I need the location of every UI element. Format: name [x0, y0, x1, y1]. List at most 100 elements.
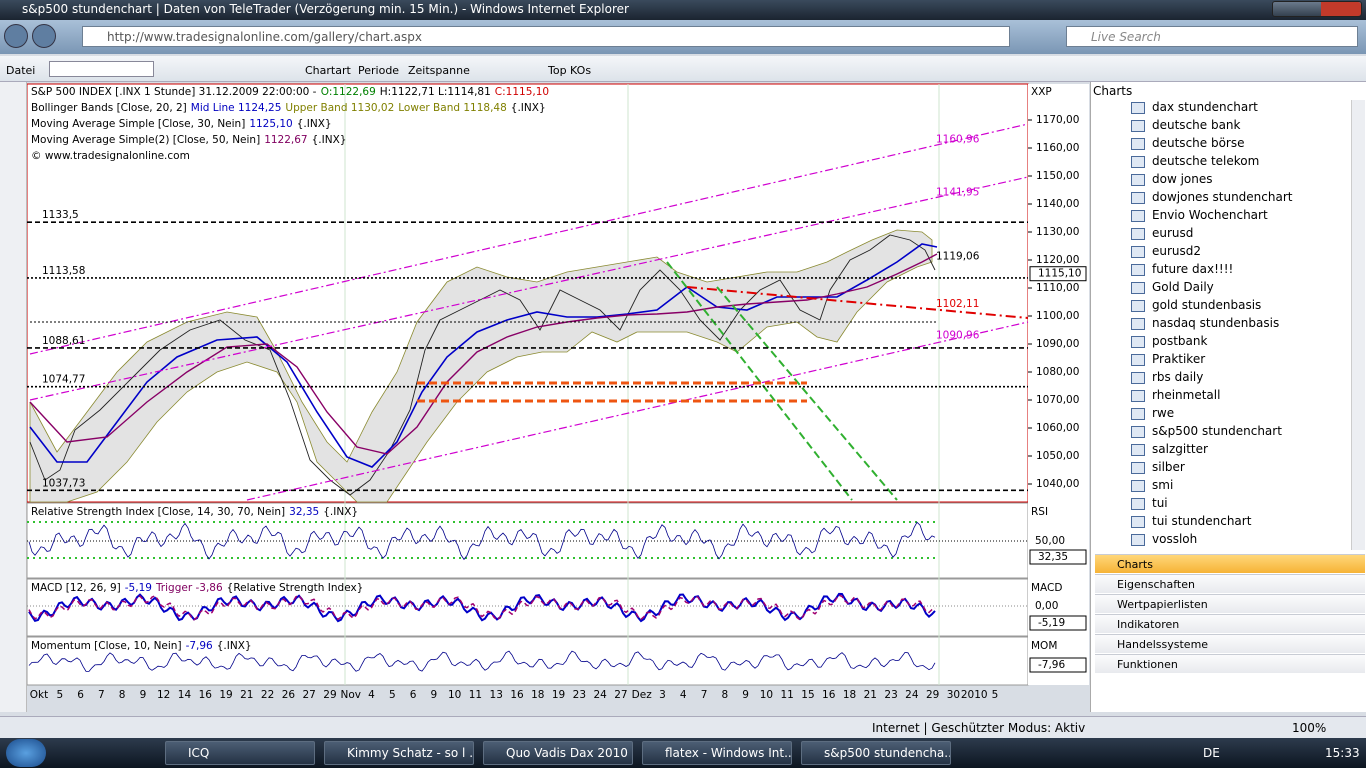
chart-list-item[interactable]: vossloh: [1152, 532, 1198, 546]
trigger-line: [28, 594, 936, 621]
legend-part: MACD [12, 26, 9]: [31, 582, 121, 594]
chart-list-item[interactable]: deutsche bank: [1152, 118, 1241, 132]
panel-tab[interactable]: Wertpapierlisten: [1095, 594, 1365, 613]
list-icon: [1131, 498, 1145, 510]
legend-part: Lower Band 1118,48: [398, 102, 507, 114]
pane-tick-label: 0,00: [1035, 600, 1058, 612]
task-button[interactable]: ICQ: [165, 741, 315, 765]
back-button[interactable]: [4, 24, 28, 48]
chart-list-item[interactable]: Praktiker: [1152, 352, 1206, 366]
scrollbar[interactable]: [1351, 100, 1365, 550]
toolbar-menu[interactable]: Top KOs: [548, 64, 592, 77]
x-tick-label: 7: [701, 689, 708, 701]
x-tick-label: 5: [56, 689, 63, 701]
chart-list-item[interactable]: dax stundenchart: [1152, 100, 1258, 114]
x-tick-label: 24: [593, 689, 607, 701]
x-tick-label: 9: [742, 689, 749, 701]
rsi-line: [28, 521, 936, 561]
chart-list-item[interactable]: dow jones: [1152, 172, 1213, 186]
task-button[interactable]: Kimmy Schatz - so l ...: [324, 741, 474, 765]
address-bar[interactable]: http://www.tradesignalonline.com/gallery…: [82, 26, 1010, 47]
legend-line: Moving Average Simple(2) [Close, 50, Nei…: [31, 134, 346, 146]
list-icon: [1131, 120, 1145, 132]
drawing-tools: [0, 82, 27, 712]
x-tick-label: 22: [261, 689, 274, 701]
chart-legend: S&P 500 INDEX [.INX 1 Stunde] 31.12.2009…: [31, 86, 549, 652]
start-button[interactable]: [6, 739, 46, 767]
toolbar: Datei Chartart Periode Zeitspanne Top KOs: [0, 56, 1366, 82]
legend-part: 32,35: [289, 506, 319, 518]
chart-list-item[interactable]: postbank: [1152, 334, 1208, 348]
list-icon: [1131, 300, 1145, 312]
chart-list-item[interactable]: dowjones stundenchart: [1152, 190, 1293, 204]
panel-tab[interactable]: Funktionen: [1095, 654, 1365, 673]
toolbar-menu[interactable]: Datei: [6, 64, 36, 77]
pane-last-label: -5,19: [1038, 617, 1065, 629]
panel-tab[interactable]: Eigenschaften: [1095, 574, 1365, 593]
chart-list-item[interactable]: eurusd: [1152, 226, 1194, 240]
chart-list-item[interactable]: gold stundenbasis: [1152, 298, 1262, 312]
toolbar-menu[interactable]: Zeitspanne: [408, 64, 470, 77]
toolbar-menu[interactable]: Periode: [358, 64, 400, 77]
last-price-label: 1115,10: [1038, 268, 1081, 280]
task-button[interactable]: Quo Vadis Dax 2010 ...: [483, 741, 633, 765]
forward-button[interactable]: [32, 24, 56, 48]
x-tick-label: 24: [905, 689, 919, 701]
x-tick-label: 15: [801, 689, 814, 701]
legend-part: {.INX}: [312, 134, 347, 146]
pane-last-label: -7,96: [1038, 659, 1065, 671]
chart-list-item[interactable]: s&p500 stundenchart: [1152, 424, 1282, 438]
pane-axis-title: MACD: [1031, 582, 1062, 594]
price-tick-label: 1100,00: [1036, 310, 1079, 322]
level-label: 1113,58: [42, 265, 85, 277]
zoom-level[interactable]: 100%: [1292, 721, 1327, 735]
chart-list-item[interactable]: future dax!!!!: [1152, 262, 1234, 276]
panel-title: Charts: [1093, 84, 1133, 98]
chart-list-item[interactable]: deutsche telekom: [1152, 154, 1260, 168]
panel-tab[interactable]: Handelssysteme: [1095, 634, 1365, 653]
list-icon: [1131, 336, 1145, 348]
x-tick-label: 5: [389, 689, 396, 701]
panel-tab[interactable]: Indikatoren: [1095, 614, 1365, 633]
legend-part: © www.tradesignalonline.com: [31, 150, 190, 162]
input-language[interactable]: DE: [1203, 746, 1220, 760]
legend-part: -7,96: [186, 640, 213, 652]
task-button[interactable]: flatex - Windows Int...: [642, 741, 792, 765]
x-tick-label: 8: [119, 689, 126, 701]
chart-list-item[interactable]: rwe: [1152, 406, 1175, 420]
panel-tab[interactable]: Charts: [1095, 554, 1365, 573]
x-tick-label: 9: [140, 689, 147, 701]
symbol-input[interactable]: [49, 61, 154, 77]
x-tick-label: 4: [368, 689, 375, 701]
taskbar: DE 15:33 ICQ Kimmy Schatz - so l ... Quo V…: [0, 738, 1366, 768]
task-button[interactable]: s&p500 stundencha...: [801, 741, 951, 765]
chart-list-item[interactable]: smi: [1152, 478, 1174, 492]
chart-list-item[interactable]: tui stundenchart: [1152, 514, 1252, 528]
list-icon: [1131, 102, 1145, 114]
price-line: [29, 234, 936, 496]
legend-part: Moving Average Simple [Close, 30, Nein]: [31, 118, 245, 130]
legend-part: S&P 500 INDEX [.INX 1 Stunde] 31.12.2009…: [31, 86, 317, 98]
chart-list-item[interactable]: rheinmetall: [1152, 388, 1221, 402]
list-icon: [1131, 372, 1145, 384]
chart-list-item[interactable]: Envio Wochenchart: [1152, 208, 1268, 222]
chart-list-item[interactable]: salzgitter: [1152, 442, 1208, 456]
search-box[interactable]: Live Search: [1066, 26, 1358, 47]
list-icon: [1131, 246, 1145, 258]
chart-list-item[interactable]: Gold Daily: [1152, 280, 1214, 294]
bollinger-band: [29, 229, 933, 503]
axes: 1170,001160,001150,001140,001130,001120,…: [30, 86, 1087, 701]
x-tick-label: 27: [614, 689, 627, 701]
chart-list-item[interactable]: rbs daily: [1152, 370, 1204, 384]
price-tick-label: 1060,00: [1036, 422, 1079, 434]
window-controls[interactable]: [1272, 1, 1362, 17]
chart-list-item[interactable]: nasdaq stundenbasis: [1152, 316, 1280, 330]
chart-list-item[interactable]: eurusd2: [1152, 244, 1202, 258]
chart-list-item[interactable]: tui: [1152, 496, 1168, 510]
chart-list-item[interactable]: deutsche börse: [1152, 136, 1245, 150]
chart-list-item[interactable]: silber: [1152, 460, 1185, 474]
legend-part: Moving Average Simple(2) [Close, 50, Nei…: [31, 134, 260, 146]
toolbar-menu[interactable]: Chartart: [305, 64, 351, 77]
x-tick-label: 11: [780, 689, 793, 701]
list-icon: [1131, 318, 1145, 330]
